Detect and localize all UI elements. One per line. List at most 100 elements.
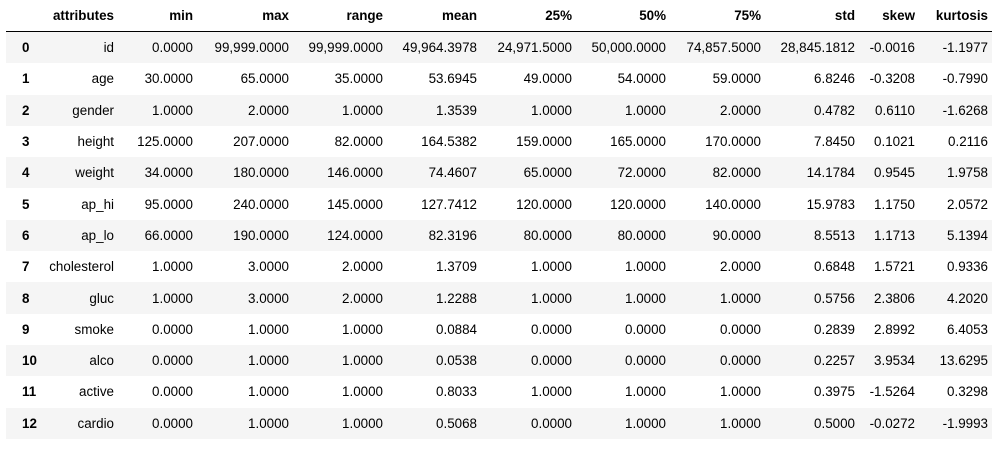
row-index: 10 bbox=[22, 353, 37, 369]
table-cell: 2.0000 bbox=[720, 102, 761, 118]
column-header: min bbox=[118, 0, 197, 32]
table-cell: 2.0572 bbox=[947, 196, 988, 212]
row-index: 6 bbox=[22, 227, 30, 243]
table-cell: 0.0000 bbox=[152, 40, 193, 56]
table-cell: 54.0000 bbox=[617, 71, 666, 87]
table-cell: 1.0000 bbox=[625, 102, 666, 118]
table-cell: 80.0000 bbox=[523, 227, 572, 243]
table-cell: 1.0000 bbox=[531, 384, 572, 400]
table-cell: -1.1977 bbox=[942, 40, 988, 56]
row-index: 8 bbox=[22, 290, 30, 306]
table-cell: 53.6945 bbox=[428, 71, 477, 87]
table-row: 2 gender 1.0000 2.0000 1.0000 1.3539 1.0000 1.0… bbox=[6, 94, 992, 126]
table-row: 7 cholesterol 1.0000 3.0000 2.0000 1.3709 1.00… bbox=[6, 251, 992, 283]
table-cell: 1.3709 bbox=[436, 259, 477, 275]
table-body: 0 id 0.0000 99,999.0000 99,999.0000 49,964.39… bbox=[6, 31, 992, 439]
column-header: kurtosis bbox=[919, 0, 992, 32]
table-cell: 1.0000 bbox=[152, 102, 193, 118]
table-cell: 207.0000 bbox=[233, 134, 289, 150]
table-row: 10 alco 0.0000 1.0000 1.0000 0.0538 0.0000 0.00… bbox=[6, 344, 992, 377]
table-cell: -1.9993 bbox=[942, 415, 988, 431]
table-cell: 1.0000 bbox=[342, 102, 383, 118]
table-cell: 1.0000 bbox=[342, 384, 383, 400]
statistics-table: attributes min max range mean 25% 50% 75% std ske… bbox=[6, 0, 992, 439]
table-cell: 0.0000 bbox=[531, 415, 572, 431]
attribute-name-cell: height bbox=[77, 134, 114, 150]
table-cell: 1.0000 bbox=[248, 321, 289, 337]
table-header: attributes min max range mean 25% 50% 75% std ske… bbox=[6, 0, 992, 32]
table-cell: 0.0000 bbox=[152, 415, 193, 431]
table-cell: 72.0000 bbox=[617, 165, 666, 181]
table-cell: 0.5756 bbox=[814, 290, 855, 306]
table-cell: 0.9336 bbox=[947, 259, 988, 275]
table-cell: 0.3298 bbox=[947, 384, 988, 400]
table-cell: 0.6848 bbox=[814, 259, 855, 275]
table-row: 8 gluc 1.0000 3.0000 2.0000 1.2288 1.0000 1.000… bbox=[6, 282, 992, 314]
row-index: 4 bbox=[22, 165, 30, 181]
table-cell: 0.2839 bbox=[814, 321, 855, 337]
table-cell: 120.0000 bbox=[610, 196, 666, 212]
table-cell: 240.0000 bbox=[233, 196, 289, 212]
table-cell: 0.0000 bbox=[625, 353, 666, 369]
table-row: 3 height 125.0000 207.0000 82.0000 164.5382 15… bbox=[6, 125, 992, 158]
table-cell: -1.5264 bbox=[869, 384, 915, 400]
table-cell: 1.5721 bbox=[874, 259, 915, 275]
table-cell: 82.0000 bbox=[334, 134, 383, 150]
table-cell: 0.0000 bbox=[531, 353, 572, 369]
attribute-name-cell: age bbox=[91, 71, 114, 87]
table-cell: 2.0000 bbox=[342, 259, 383, 275]
column-header: max bbox=[197, 0, 293, 32]
table-cell: 30.0000 bbox=[144, 71, 193, 87]
table-cell: 35.0000 bbox=[334, 71, 383, 87]
table-cell: 0.0000 bbox=[152, 321, 193, 337]
table-cell: 99,999.0000 bbox=[308, 40, 383, 56]
table-cell: 2.0000 bbox=[342, 290, 383, 306]
table-cell: -1.6268 bbox=[942, 102, 988, 118]
table-cell: 0.8033 bbox=[436, 384, 477, 400]
table-cell: -0.7990 bbox=[942, 71, 988, 87]
attribute-name-cell: ap_lo bbox=[81, 227, 114, 243]
table-cell: 80.0000 bbox=[617, 227, 666, 243]
table-cell: 1.0000 bbox=[248, 384, 289, 400]
column-header: 25% bbox=[481, 0, 576, 32]
row-index: 9 bbox=[22, 321, 30, 337]
table-cell: 190.0000 bbox=[233, 227, 289, 243]
table-row: 4 weight 34.0000 180.0000 146.0000 74.4607 65.… bbox=[6, 157, 992, 189]
table-cell: 1.0000 bbox=[531, 290, 572, 306]
table-cell: 1.0000 bbox=[248, 415, 289, 431]
table-cell: 74,857.5000 bbox=[686, 40, 761, 56]
table-cell: 1.0000 bbox=[625, 259, 666, 275]
column-header: 75% bbox=[670, 0, 765, 32]
table-cell: 95.0000 bbox=[144, 196, 193, 212]
row-index: 3 bbox=[22, 134, 30, 150]
table-cell: 1.1750 bbox=[874, 196, 915, 212]
table-cell: 0.9545 bbox=[874, 165, 915, 181]
table-cell: 6.4053 bbox=[947, 321, 988, 337]
table-cell: 170.0000 bbox=[705, 134, 761, 150]
table-cell: 1.9758 bbox=[947, 165, 988, 181]
attribute-name-cell: gender bbox=[72, 102, 114, 118]
table-cell: 0.3975 bbox=[814, 384, 855, 400]
table-cell: 1.0000 bbox=[342, 415, 383, 431]
table-cell: 3.9534 bbox=[874, 353, 915, 369]
table-cell: 24,971.5000 bbox=[497, 40, 572, 56]
table-cell: 0.0000 bbox=[625, 321, 666, 337]
index-header bbox=[6, 0, 44, 32]
table-cell: 124.0000 bbox=[327, 227, 383, 243]
table-cell: 0.0000 bbox=[720, 353, 761, 369]
row-index: 0 bbox=[22, 40, 30, 56]
table-cell: 146.0000 bbox=[327, 165, 383, 181]
column-header: range bbox=[293, 0, 387, 32]
table-cell: 8.5513 bbox=[814, 227, 855, 243]
table-cell: 0.2116 bbox=[948, 134, 988, 150]
attribute-name-cell: cardio bbox=[77, 415, 114, 431]
table-cell: 145.0000 bbox=[327, 196, 383, 212]
table-row: 5 ap_hi 95.0000 240.0000 145.0000 127.7412 120… bbox=[6, 188, 992, 220]
table-cell: 3.0000 bbox=[248, 259, 289, 275]
table-cell: 1.0000 bbox=[720, 384, 761, 400]
column-header: skew bbox=[859, 0, 919, 32]
attribute-name-cell: gluc bbox=[89, 290, 114, 306]
table-cell: 1.0000 bbox=[625, 384, 666, 400]
attribute-name-cell: smoke bbox=[74, 321, 114, 337]
attribute-name-cell: id bbox=[103, 40, 114, 56]
